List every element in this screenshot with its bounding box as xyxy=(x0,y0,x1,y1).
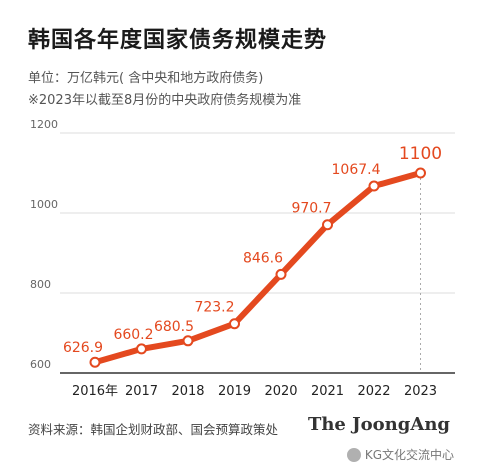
data-label: 680.5 xyxy=(154,319,194,335)
x-tick-label: 2017 xyxy=(125,384,158,399)
footnote: ※2023年以截至8月份的中央政府债务规模为准 xyxy=(28,93,302,108)
watermark: KG文化交流中心 xyxy=(346,446,454,463)
data-label: 970.7 xyxy=(291,201,331,217)
data-point xyxy=(89,356,101,368)
y-tick-label: 1000 xyxy=(30,198,58,211)
data-label: 723.2 xyxy=(194,300,234,316)
data-point xyxy=(136,343,147,355)
y-tick-label: 1200 xyxy=(30,118,58,131)
wechat-icon xyxy=(346,447,361,462)
x-tick-label: 2021 xyxy=(311,384,344,399)
y-tick-label: 800 xyxy=(30,278,51,291)
data-label: 1067.4 xyxy=(332,162,381,178)
x-tick-label: 2022 xyxy=(357,384,390,399)
data-point xyxy=(368,180,380,192)
data-point xyxy=(322,219,333,231)
x-tick-label: 2023 xyxy=(404,384,437,399)
data-label: 626.9 xyxy=(63,340,103,356)
data-point xyxy=(182,335,194,347)
series-line xyxy=(92,170,424,366)
data-label: 660.2 xyxy=(113,327,153,343)
data-label: 1100 xyxy=(399,144,442,164)
source-note: 资料来源：韩国企划财政部、国会预算政策处 xyxy=(28,422,279,437)
data-point xyxy=(415,167,426,179)
unit-note: 单位：万亿韩元( 含中央和地方政府债务) xyxy=(28,71,264,86)
x-tick-label: 2019 xyxy=(218,384,251,399)
x-tick-label: 2018 xyxy=(171,384,204,399)
watermark-text: KG文化交流中心 xyxy=(364,448,454,462)
brand-logo: The JoongAng xyxy=(307,414,450,435)
data-point xyxy=(229,318,240,330)
chart-title: 韩国各年度国家债务规模走势 xyxy=(28,28,328,53)
x-tick-label: 2016年 xyxy=(72,384,118,399)
data-point xyxy=(275,268,287,280)
data-label: 846.6 xyxy=(243,250,283,266)
y-tick-label: 600 xyxy=(30,358,51,371)
chart-subtitle: 单位：万亿韩元( 含中央和地方政府债务) ※2023年以截至8月份的中央政府债务… xyxy=(28,68,301,112)
x-tick-label: 2020 xyxy=(264,384,297,399)
